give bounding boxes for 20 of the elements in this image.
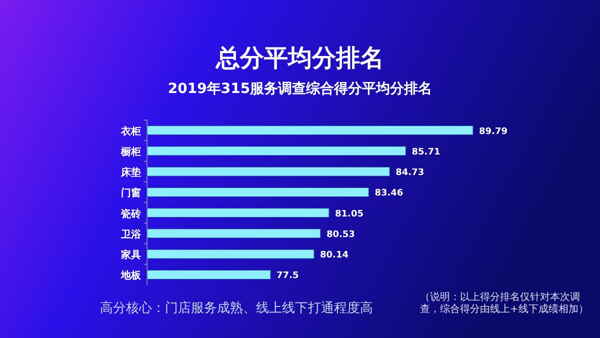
data-label: 85.71 <box>412 147 440 158</box>
y-tick-label: 橱柜 <box>120 146 141 158</box>
data-label: 80.53 <box>326 230 355 240</box>
text: （说明：以上得分排名仅针对本次调查，综合得分由线上+线下成绩相加） <box>420 292 590 316</box>
y-tick-label: 卫浴 <box>120 228 142 240</box>
y-tick-label: 门窗 <box>121 187 141 200</box>
data-label: 77.5 <box>276 271 299 282</box>
data-label: 84.73 <box>396 168 424 178</box>
chart-title: 总分平均分排名 <box>215 44 384 72</box>
chart-subtitle: 2019年315服务调查综合得分平均分排名 <box>168 80 432 97</box>
data-label: 83.46 <box>374 188 404 199</box>
y-tick-label: 瓷砖 <box>120 208 141 220</box>
y-tick-label: 地板 <box>120 270 142 282</box>
y-tick-label: 家具 <box>120 249 141 262</box>
data-label: 81.05 <box>335 209 364 220</box>
data-label: 89.79 <box>479 126 508 137</box>
y-tick-label: 衣柜 <box>120 125 141 138</box>
text: 高分核心：门店服务成熟、线上线下打通程度高 <box>100 300 373 316</box>
y-tick-label: 床垫 <box>120 166 141 179</box>
data-label: 80.14 <box>320 250 349 261</box>
